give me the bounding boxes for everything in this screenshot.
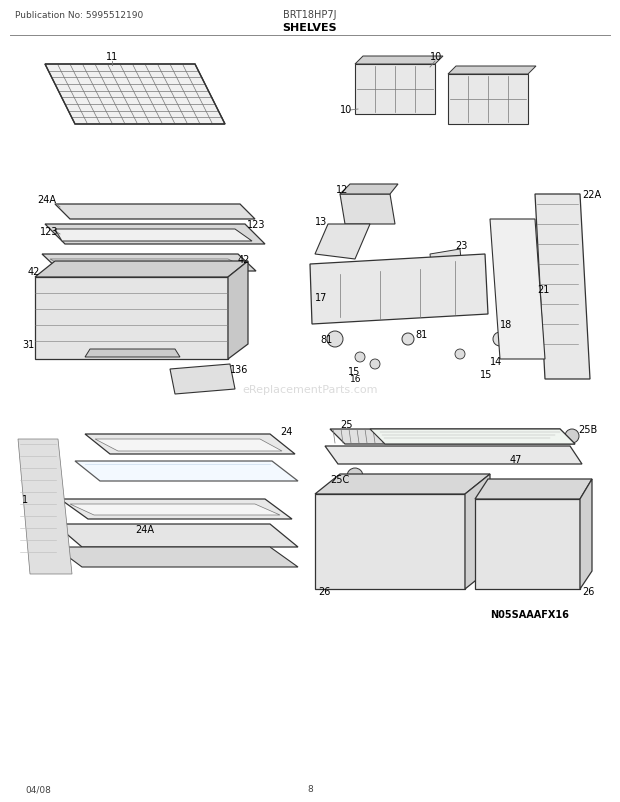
Text: 26: 26: [582, 586, 595, 596]
Polygon shape: [35, 277, 228, 359]
Polygon shape: [490, 220, 545, 359]
Text: 13: 13: [315, 217, 327, 227]
Polygon shape: [315, 225, 370, 260]
Text: 26: 26: [318, 586, 330, 596]
Polygon shape: [50, 260, 244, 268]
Polygon shape: [35, 261, 248, 277]
Circle shape: [327, 331, 343, 347]
Polygon shape: [535, 195, 590, 379]
Polygon shape: [45, 65, 225, 125]
Polygon shape: [170, 365, 235, 395]
Text: 8: 8: [307, 784, 313, 793]
Polygon shape: [475, 480, 592, 500]
Polygon shape: [95, 439, 282, 452]
Text: 11: 11: [106, 52, 118, 62]
Polygon shape: [18, 439, 72, 574]
Text: 31: 31: [22, 339, 34, 350]
Polygon shape: [55, 229, 252, 241]
Polygon shape: [85, 435, 295, 455]
Text: 81: 81: [320, 334, 332, 345]
Text: 21: 21: [537, 285, 549, 294]
Text: 47: 47: [510, 455, 523, 464]
Text: 24A: 24A: [37, 195, 56, 205]
Text: 25: 25: [340, 419, 353, 429]
Text: 123: 123: [247, 220, 265, 229]
Text: eReplacementParts.com: eReplacementParts.com: [242, 384, 378, 395]
Text: BRT18HP7J: BRT18HP7J: [283, 10, 337, 20]
Polygon shape: [60, 500, 292, 520]
Text: 18: 18: [500, 320, 512, 330]
Polygon shape: [315, 494, 465, 589]
Circle shape: [565, 429, 579, 444]
Text: 123: 123: [40, 227, 58, 237]
Text: 24: 24: [280, 427, 293, 436]
Polygon shape: [310, 255, 488, 325]
Polygon shape: [355, 57, 443, 65]
Polygon shape: [475, 500, 580, 589]
Polygon shape: [228, 261, 248, 359]
Polygon shape: [580, 480, 592, 589]
Circle shape: [370, 359, 380, 370]
Polygon shape: [85, 350, 180, 358]
Circle shape: [493, 333, 507, 346]
Text: 14: 14: [490, 357, 502, 367]
Text: 81: 81: [415, 330, 427, 339]
Text: 25B: 25B: [578, 424, 597, 435]
Polygon shape: [325, 447, 582, 464]
Text: 42: 42: [28, 267, 40, 277]
Text: 16: 16: [350, 375, 361, 384]
Polygon shape: [340, 195, 395, 225]
Text: 23: 23: [455, 241, 467, 251]
Polygon shape: [70, 504, 280, 516]
Text: SHELVES: SHELVES: [283, 23, 337, 33]
Circle shape: [455, 350, 465, 359]
Text: 136: 136: [230, 365, 249, 375]
Polygon shape: [45, 225, 265, 245]
Bar: [355, 65, 435, 115]
Text: N05SAAAFX16: N05SAAAFX16: [490, 610, 569, 619]
Polygon shape: [330, 429, 575, 444]
Polygon shape: [75, 461, 298, 481]
Circle shape: [402, 334, 414, 346]
Polygon shape: [315, 475, 490, 494]
Text: 15: 15: [480, 370, 492, 379]
Polygon shape: [55, 205, 255, 220]
Polygon shape: [448, 67, 536, 75]
Polygon shape: [55, 547, 298, 567]
Text: Publication No: 5995512190: Publication No: 5995512190: [15, 10, 143, 19]
Text: 12: 12: [336, 184, 348, 195]
Circle shape: [347, 468, 363, 484]
Text: 1: 1: [22, 494, 28, 504]
Text: 10: 10: [340, 105, 352, 115]
Text: 22A: 22A: [582, 190, 601, 200]
Polygon shape: [465, 475, 490, 589]
Text: 15: 15: [348, 367, 360, 376]
Polygon shape: [340, 184, 398, 195]
Text: 42: 42: [238, 255, 250, 265]
Polygon shape: [55, 525, 298, 547]
Text: 17: 17: [315, 293, 327, 302]
Circle shape: [355, 353, 365, 363]
Polygon shape: [42, 255, 256, 272]
Text: 04/08: 04/08: [25, 784, 51, 793]
Text: 25C: 25C: [330, 475, 349, 484]
Bar: [448, 75, 528, 125]
Polygon shape: [430, 249, 462, 274]
Polygon shape: [370, 429, 575, 444]
Text: 10: 10: [430, 52, 442, 62]
Text: 24A: 24A: [136, 525, 154, 534]
